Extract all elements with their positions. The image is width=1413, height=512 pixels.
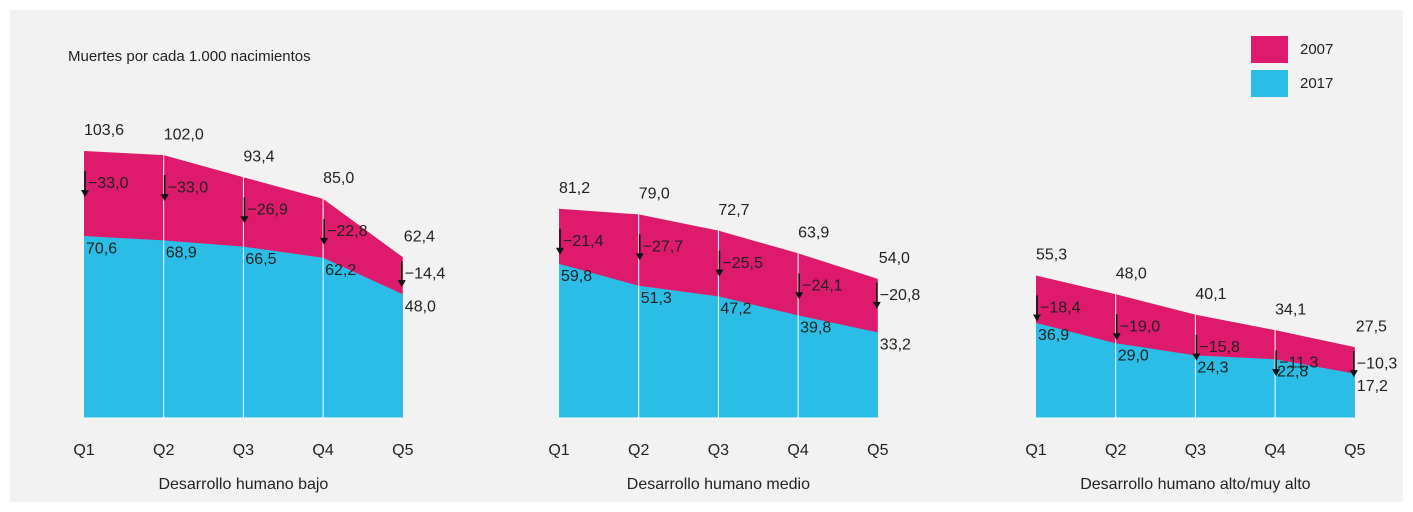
value-label: 54,0 — [879, 250, 910, 267]
value-label: 59,8 — [561, 268, 592, 285]
value-label: 62,4 — [404, 228, 435, 245]
value-label: 102,0 — [164, 126, 204, 143]
value-label: 47,2 — [720, 301, 751, 318]
change-label: −15,8 — [1199, 339, 1240, 356]
change-label: −18,4 — [1040, 300, 1081, 317]
change-arrowhead — [1272, 369, 1281, 377]
x-tick-label: Q5 — [1344, 442, 1365, 459]
change-label: −33,0 — [168, 179, 209, 196]
change-label: −10,3 — [1357, 355, 1398, 372]
value-label: 51,3 — [641, 290, 672, 307]
value-label: 27,5 — [1356, 318, 1387, 335]
x-tick-label: Q3 — [1185, 442, 1206, 459]
y-axis-label: Muertes por cada 1.000 nacimientos — [68, 48, 311, 65]
x-tick-label: Q1 — [1025, 442, 1046, 459]
value-label: 39,8 — [800, 320, 831, 337]
x-tick-label: Q4 — [312, 442, 333, 459]
change-label: −27,7 — [643, 239, 684, 256]
change-label: −11,3 — [1279, 354, 1318, 371]
value-label: 66,5 — [245, 251, 276, 268]
x-tick-label: Q4 — [1264, 442, 1285, 459]
change-arrowhead — [1192, 353, 1201, 361]
change-arrowhead — [160, 194, 169, 202]
value-label: 17,2 — [1357, 378, 1388, 395]
x-axis-label: Desarrollo humano alto/muy alto — [1080, 476, 1310, 493]
value-label: 29,0 — [1118, 347, 1149, 364]
value-label: 93,4 — [243, 149, 274, 166]
value-label: 22,8 — [1277, 363, 1308, 380]
legend-label: 2007 — [1300, 41, 1333, 58]
x-tick-label: Q1 — [73, 442, 94, 459]
change-label: −21,4 — [563, 233, 604, 250]
x-tick-label: Q2 — [1105, 442, 1126, 459]
change-label: −14,4 — [405, 265, 446, 282]
value-label: 34,1 — [1275, 301, 1306, 318]
x-tick-label: Q5 — [392, 442, 413, 459]
change-arrowhead — [81, 189, 89, 197]
x-tick-label: Q1 — [548, 442, 569, 459]
value-label: 63,9 — [798, 225, 829, 242]
x-tick-label: Q5 — [867, 442, 888, 459]
value-label: 62,2 — [325, 262, 356, 279]
change-arrowhead — [1033, 314, 1041, 322]
x-tick-label: Q3 — [708, 442, 729, 459]
value-label: 85,0 — [323, 170, 354, 187]
value-label: 55,3 — [1036, 247, 1067, 264]
legend-swatch — [1251, 70, 1288, 97]
change-arrowhead — [1112, 333, 1121, 341]
legend-label: 2017 — [1300, 75, 1333, 92]
value-label: 81,2 — [559, 180, 590, 197]
x-tick-label: Q2 — [628, 442, 649, 459]
change-label: −20,8 — [880, 287, 921, 304]
value-label: 48,0 — [1116, 266, 1147, 283]
change-label: −25,5 — [722, 255, 763, 272]
x-axis-label: Desarrollo humano medio — [627, 476, 810, 493]
value-label: 40,1 — [1195, 286, 1226, 303]
change-arrowhead — [320, 237, 329, 245]
value-label: 103,6 — [84, 122, 124, 139]
change-arrowhead — [872, 301, 881, 309]
legend-swatch — [1251, 36, 1288, 63]
value-label: 79,0 — [639, 186, 670, 203]
x-tick-label: Q3 — [233, 442, 254, 459]
change-arrowhead — [795, 292, 804, 300]
value-label: 72,7 — [718, 202, 749, 219]
change-arrowhead — [397, 280, 406, 288]
change-arrowhead — [635, 253, 644, 261]
value-label: 48,0 — [405, 299, 436, 316]
value-label: 24,3 — [1197, 360, 1228, 377]
change-label: −19,0 — [1120, 319, 1161, 336]
change-arrowhead — [240, 216, 249, 224]
x-axis-label: Desarrollo humano bajo — [158, 476, 328, 493]
change-arrowhead — [715, 269, 724, 277]
value-label: 70,6 — [86, 240, 117, 257]
change-label: −33,0 — [88, 175, 129, 192]
value-label: 33,2 — [880, 337, 911, 354]
x-tick-label: Q2 — [153, 442, 174, 459]
value-label: 36,9 — [1038, 327, 1069, 344]
change-label: −22,8 — [327, 223, 368, 240]
change-label: −26,9 — [247, 202, 288, 219]
change-arrowhead — [556, 247, 564, 255]
change-label: −24,1 — [802, 278, 843, 295]
change-arrowhead — [1349, 370, 1358, 378]
value-label: 68,9 — [166, 245, 197, 262]
x-tick-label: Q4 — [787, 442, 808, 459]
